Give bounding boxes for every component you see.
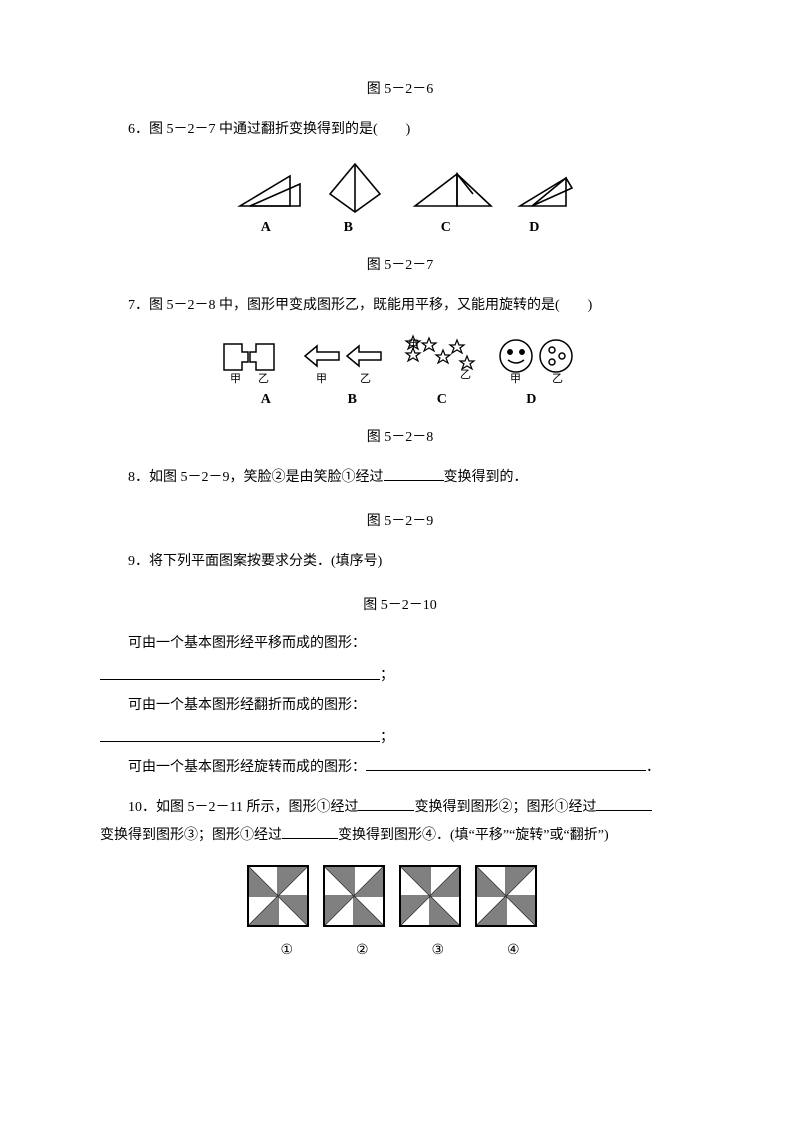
q9-sub3: 可由一个基本图形经旋转而成的图形： ． xyxy=(100,756,700,776)
question-6: 6．图 5－2－7 中通过翻折变换得到的是( ) xyxy=(100,116,700,144)
q10-label-2: ② xyxy=(326,942,398,959)
q7-label-d: D xyxy=(488,392,574,408)
q6-label-d: D xyxy=(499,220,569,236)
q9-period: ． xyxy=(646,760,660,775)
svg-text:乙: 乙 xyxy=(360,372,371,385)
q9-blank3[interactable] xyxy=(366,756,646,771)
figure-5-2-11: ① ② ③ ④ xyxy=(100,864,700,959)
svg-text:乙: 乙 xyxy=(460,368,471,381)
figure-5-2-7: A B C D xyxy=(100,158,700,236)
q7-label-c: C xyxy=(399,392,485,408)
q10-labels: ① ② ③ ④ xyxy=(100,942,700,959)
q10-label-1: ① xyxy=(251,942,323,959)
caption-5-2-7: 图 5－2－7 xyxy=(100,254,700,274)
svg-text:甲: 甲 xyxy=(510,373,521,385)
q7-label-a: A xyxy=(226,392,306,408)
q10-blank3[interactable] xyxy=(282,824,338,839)
q9-s3-text: 可由一个基本图形经旋转而成的图形： xyxy=(128,760,366,775)
q8-post: 变换得到的． xyxy=(444,470,528,485)
caption-5-2-9: 图 5－2－9 xyxy=(100,510,700,530)
q6-label-a: A xyxy=(231,220,301,236)
q10-p2b: 变换得到图形④．(填“平移”“旋转”或“翻折”) xyxy=(338,828,609,843)
q7-a-l: 甲 xyxy=(230,373,241,385)
q9-sub2: 可由一个基本图形经翻折而成的图形： xyxy=(100,694,700,714)
q9-blank1[interactable] xyxy=(100,662,380,680)
q9-semi2: ； xyxy=(380,726,394,746)
figure-5-2-8: 甲乙 甲乙 甲乙 甲乙 A B C D xyxy=(100,334,700,408)
q9-blank2[interactable] xyxy=(100,724,380,742)
svg-text:乙: 乙 xyxy=(552,372,563,385)
page: 图 5－2－6 6．图 5－2－7 中通过翻折变换得到的是( ) xyxy=(0,0,800,1003)
q9-semi1: ； xyxy=(380,664,394,684)
q9-sub1: 可由一个基本图形经平移而成的图形： xyxy=(100,632,700,652)
question-9: 9．将下列平面图案按要求分类．(填序号) xyxy=(100,548,700,576)
q8-blank[interactable] xyxy=(384,466,444,481)
svg-text:甲: 甲 xyxy=(316,373,327,385)
q10-p1a: 10．如图 5－2－11 所示，图形①经过 xyxy=(128,800,358,815)
question-10: 10．如图 5－2－11 所示，图形①经过 变换得到图形②；图形①经过 变换得到图… xyxy=(100,794,700,850)
question-8: 8．如图 5－2－9，笑脸②是由笑脸①经过 变换得到的． xyxy=(100,464,700,492)
caption-5-2-10: 图 5－2－10 xyxy=(100,594,700,614)
q6-label-b: B xyxy=(304,220,392,236)
svg-text:乙: 乙 xyxy=(258,372,269,385)
caption-5-2-8: 图 5－2－8 xyxy=(100,426,700,446)
q10-blank1[interactable] xyxy=(358,796,414,811)
q10-label-4: ④ xyxy=(477,942,549,959)
question-7: 7．图 5－2－8 中，图形甲变成图形乙，既能用平移，又能用旋转的是( ) xyxy=(100,292,700,320)
q10-p1b: 变换得到图形②；图形①经过 xyxy=(414,800,596,815)
q7-label-b: B xyxy=(309,392,395,408)
q10-label-3: ③ xyxy=(402,942,474,959)
q6-option-labels: A B C D xyxy=(100,220,700,236)
caption-5-2-6: 图 5－2－6 xyxy=(100,78,700,98)
q6-label-c: C xyxy=(396,220,496,236)
q10-p2a: 变换得到图形③；图形①经过 xyxy=(100,828,282,843)
svg-text:甲: 甲 xyxy=(408,339,419,351)
q7-option-labels: A B C D xyxy=(100,392,700,408)
q8-pre: 8．如图 5－2－9，笑脸②是由笑脸①经过 xyxy=(128,470,384,485)
q10-blank2[interactable] xyxy=(596,796,652,811)
